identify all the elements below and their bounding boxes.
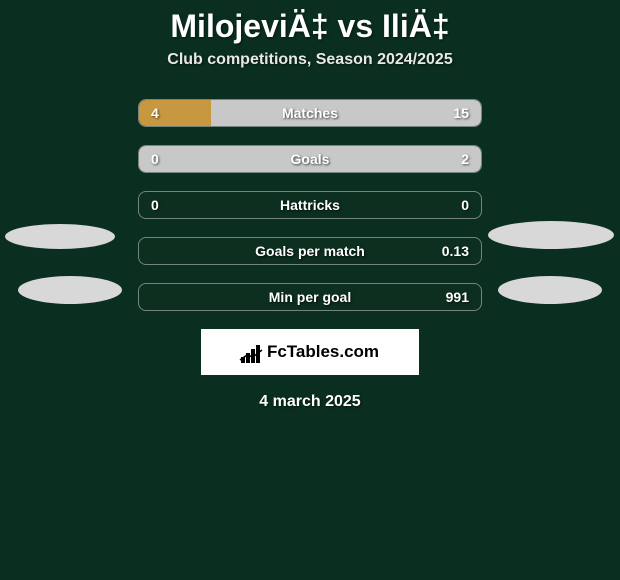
stats-area: 4 Matches 15 0 Goals 2 0 Hattricks 0 Goals per ma… [0, 99, 620, 311]
page-subtitle: Club competitions, Season 2024/2025 [0, 51, 620, 99]
decorative-oval [18, 276, 122, 304]
stat-fill-left [139, 100, 211, 126]
page-title: MilojeviÄ‡ vs IliÄ‡ [0, 0, 620, 51]
stat-value-right: 2 [461, 151, 469, 167]
stat-label: Hattricks [280, 197, 340, 213]
stat-value-right: 15 [453, 105, 469, 121]
stat-row: 0 Goals 2 [138, 145, 482, 173]
decorative-oval [5, 224, 115, 249]
trend-line-icon [239, 349, 263, 361]
decorative-oval [498, 276, 602, 304]
stat-row: Min per goal 991 [138, 283, 482, 311]
chart-logo-icon [241, 341, 263, 363]
date-label: 4 march 2025 [0, 393, 620, 411]
decorative-oval [488, 221, 614, 249]
stat-label: Matches [282, 105, 338, 121]
stat-value-right: 0 [461, 197, 469, 213]
stat-value-left: 0 [151, 197, 159, 213]
main-container: MilojeviÄ‡ vs IliÄ‡ Club competitions, S… [0, 0, 620, 580]
brand-box[interactable]: FcTables.com [201, 329, 419, 375]
stat-value-right: 991 [446, 289, 469, 305]
stat-label: Goals per match [255, 243, 365, 259]
brand-text: FcTables.com [267, 342, 379, 362]
stat-label: Min per goal [269, 289, 351, 305]
stat-row: Goals per match 0.13 [138, 237, 482, 265]
stat-row: 0 Hattricks 0 [138, 191, 482, 219]
stat-value-left: 4 [151, 105, 159, 121]
brand-content: FcTables.com [241, 341, 379, 363]
stat-row: 4 Matches 15 [138, 99, 482, 127]
stat-fill-right [211, 100, 481, 126]
stat-label: Goals [291, 151, 330, 167]
stat-value-left: 0 [151, 151, 159, 167]
stat-value-right: 0.13 [442, 243, 469, 259]
